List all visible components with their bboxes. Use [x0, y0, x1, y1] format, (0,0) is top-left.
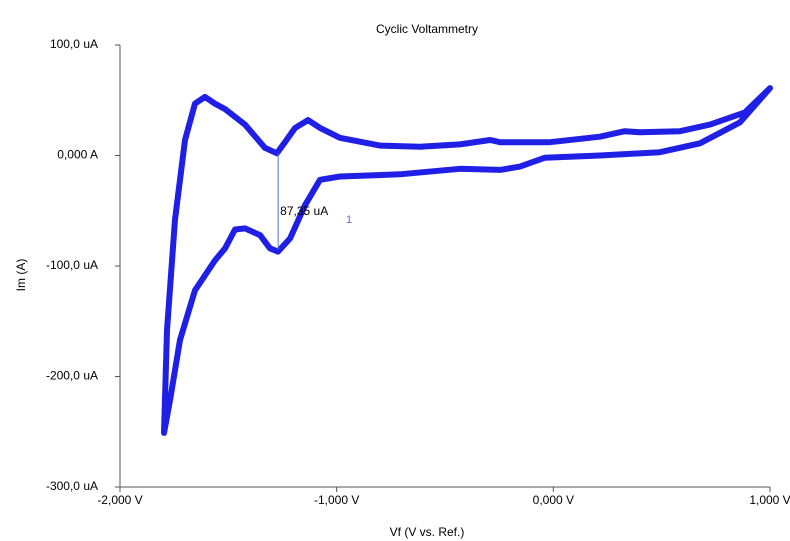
- x-axis-label: Vf (V vs. Ref.): [390, 525, 465, 539]
- chart-title: Cyclic Voltammetry: [376, 22, 478, 36]
- y-tick-label: -200,0 uA: [46, 369, 98, 383]
- x-tick-label: -2,000 V: [97, 493, 142, 507]
- annotation-marker: 1: [346, 214, 352, 226]
- x-tick-label: 1,000 V: [749, 493, 790, 507]
- data-line: [161, 85, 773, 436]
- y-tick-label: 0,000 A: [57, 148, 98, 162]
- x-tick-label: -1,000 V: [314, 493, 359, 507]
- x-tick-label: 0,000 V: [533, 493, 574, 507]
- y-tick-label: 100,0 uA: [50, 37, 98, 51]
- y-axis-label: Im (A): [14, 259, 28, 292]
- annotation-label: 87,35 uA: [280, 204, 328, 218]
- y-tick-label: -100,0 uA: [46, 258, 98, 272]
- y-tick-label: -300,0 uA: [46, 479, 98, 493]
